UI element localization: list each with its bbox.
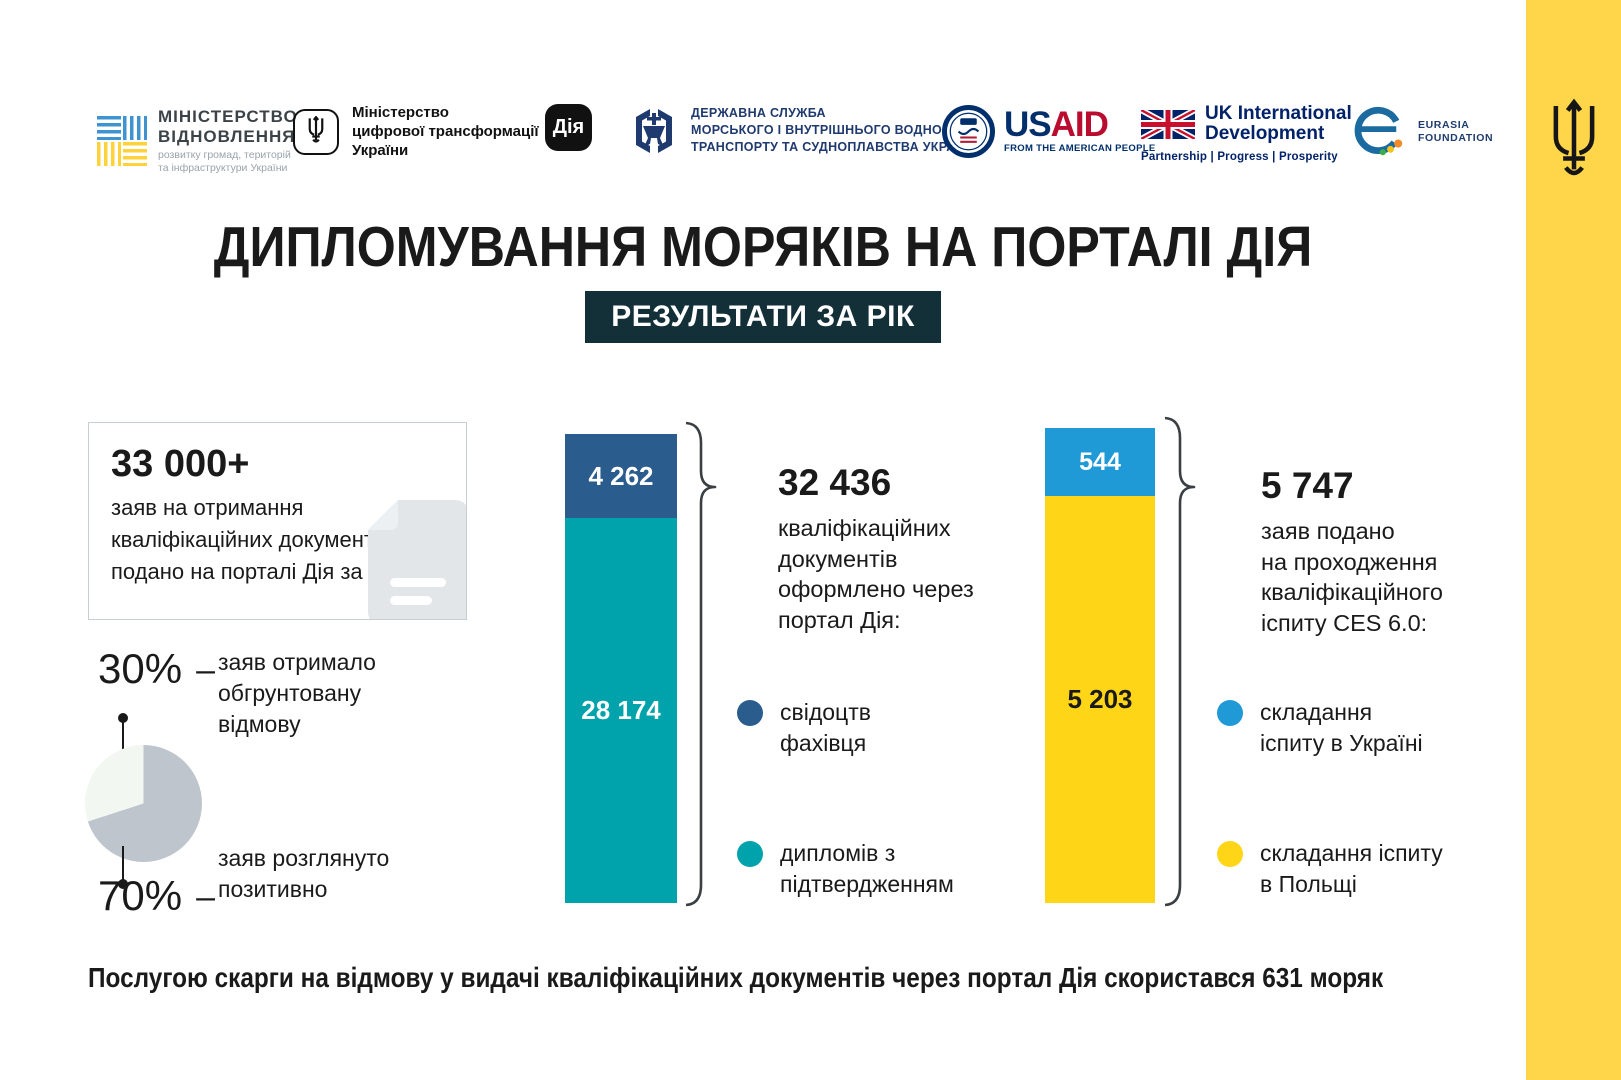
documents-seg2-value: 28 174	[581, 695, 661, 726]
footnote: Послугою скарги на відмову у видачі квал…	[88, 962, 1384, 993]
documents-brace	[685, 421, 717, 907]
documents-bar-segment-specialist: 4 262	[565, 434, 677, 519]
eurasia-line1: EURASIA	[1418, 119, 1470, 131]
usaid-word-aid: AID	[1050, 105, 1109, 144]
uk-dev-tagline: Partnership | Progress | Prosperity	[1141, 151, 1338, 163]
positive-percent-value: 70%	[98, 872, 183, 919]
yellow-band	[1526, 0, 1621, 1080]
exam-poland-legend-dot	[1217, 841, 1243, 867]
restoration-ministry-sub2: та інфраструктури України	[158, 161, 288, 174]
maritime-service-line3: ТРАНСПОРТУ ТА СУДНОПЛАВСТВА УКРАЇНИ	[691, 140, 978, 154]
positive-callout-dot	[118, 879, 128, 889]
eurasia-line2: FOUNDATION	[1418, 132, 1494, 144]
positive-callout-line	[122, 846, 124, 882]
legend-exam-ukraine: складання іспиту в Україні	[1217, 697, 1423, 758]
documents-seg1-value: 4 262	[588, 460, 654, 491]
positive-caption: заяв розглянуто позитивно	[218, 845, 390, 902]
logo-uk-dev: UK International Development Partnership…	[1141, 104, 1352, 163]
eurasia-e-icon	[1354, 106, 1403, 156]
documents-stat: 32 436 кваліфікаційних документів оформл…	[778, 462, 974, 633]
diia-label: Дія	[552, 116, 585, 138]
exams-bar-segment-ukraine: 544	[1045, 428, 1155, 497]
refused-caption: заяв отримало обгрунтовану відмову	[218, 649, 376, 737]
exams-total: 5 747	[1261, 465, 1354, 506]
legend-specialist-certificates: свідоцтв фахівця	[737, 697, 871, 758]
restoration-ministry-name-line2: ВІДНОВЛЕННЯ	[158, 127, 296, 146]
restoration-ministry-sub1: розвитку громад, територій	[158, 149, 291, 161]
exams-bar-segment-poland: 5 203	[1045, 496, 1155, 903]
digital-ministry-line1: Міністерство	[352, 104, 449, 121]
results-badge-row: РЕЗУЛЬТАТИ ЗА РІК	[0, 291, 1526, 343]
exams-seg2-value: 5 203	[1067, 684, 1133, 715]
refused-dash: –	[196, 650, 215, 689]
diia-app-icon: Дія	[545, 104, 592, 151]
digital-ministry-line3: України	[352, 142, 409, 159]
exams-stat: 5 747 заяв подано на проходження кваліфі…	[1261, 465, 1443, 636]
refused-callout-line	[122, 721, 124, 761]
documents-bar-segment-diploma: 28 174	[565, 518, 677, 903]
maritime-service-line2: МОРСЬКОГО І ВНУТРІШНЬОГО ВОДНОГО	[691, 123, 960, 137]
digital-ministry-trident-icon	[293, 108, 339, 155]
digital-ministry-line2: цифрової трансформації	[352, 123, 539, 140]
legend-confirmed-diplomas: дипломів з підтвердженням	[737, 838, 954, 899]
uk-dev-line2: Development	[1205, 123, 1325, 144]
summary-line-1: заяв на отримання	[111, 495, 304, 520]
applications-pie-chart	[85, 745, 202, 862]
restoration-ministry-name-line1: МІНІСТЕРСТВО	[158, 107, 298, 126]
legend-exam-poland: складання іспиту в Польщі	[1217, 838, 1443, 899]
usaid-seal-icon	[942, 105, 995, 158]
exams-brace	[1164, 416, 1196, 907]
page-title: ДИПЛОМУВАННЯ МОРЯКІВ НА ПОРТАЛІ ДІЯ	[213, 215, 1313, 279]
logo-diia: Дія	[545, 104, 592, 151]
refused-percent-value: 30%	[98, 645, 183, 692]
summary-box: 33 000+ заяв на отримання кваліфікаційни…	[88, 422, 467, 620]
documents-total: 32 436	[778, 462, 892, 503]
refused-percent: 30% –	[98, 645, 215, 693]
summary-value: 33 000+	[111, 443, 250, 485]
uk-flag-icon	[1141, 109, 1195, 139]
logo-restoration-ministry: МІНІСТЕРСТВО ВІДНОВЛЕННЯ розвитку громад…	[97, 107, 298, 174]
logo-usaid: USAID FROM THE AMERICAN PEOPLE	[942, 105, 1155, 158]
diploma-legend-dot	[737, 841, 763, 867]
positive-dash: –	[196, 877, 215, 916]
summary-line-2: кваліфікаційних документів	[111, 527, 391, 552]
exams-stacked-bar: 544 5 203	[1045, 428, 1155, 903]
logo-maritime-service: ДЕРЖАВНА СЛУЖБА МОРСЬКОГО І ВНУТРІШНЬОГО…	[630, 105, 978, 156]
restoration-ministry-icon	[97, 115, 147, 166]
documents-stacked-bar: 4 262 28 174	[565, 434, 677, 903]
exams-seg1-value: 544	[1079, 447, 1121, 476]
specialist-legend-dot	[737, 700, 763, 726]
summary-line-3: подано на порталі Дія за рік:	[111, 559, 402, 584]
maritime-anchor-icon	[636, 108, 672, 153]
trident-icon	[1553, 98, 1595, 176]
document-icon	[368, 500, 466, 619]
maritime-service-line1: ДЕРЖАВНА СЛУЖБА	[691, 106, 826, 120]
uk-dev-line1: UK International	[1205, 103, 1352, 124]
usaid-word-us: US	[1004, 105, 1052, 144]
refused-callout-dot	[118, 713, 128, 723]
results-badge: РЕЗУЛЬТАТИ ЗА РІК	[585, 291, 941, 343]
positive-percent: 70% –	[98, 872, 215, 920]
exam-ukraine-legend-dot	[1217, 700, 1243, 726]
logo-digital-ministry: Міністерство цифрової трансформації Укра…	[293, 103, 539, 160]
usaid-tagline: FROM THE AMERICAN PEOPLE	[1004, 143, 1156, 154]
logo-eurasia: EURASIA FOUNDATION	[1353, 106, 1493, 158]
